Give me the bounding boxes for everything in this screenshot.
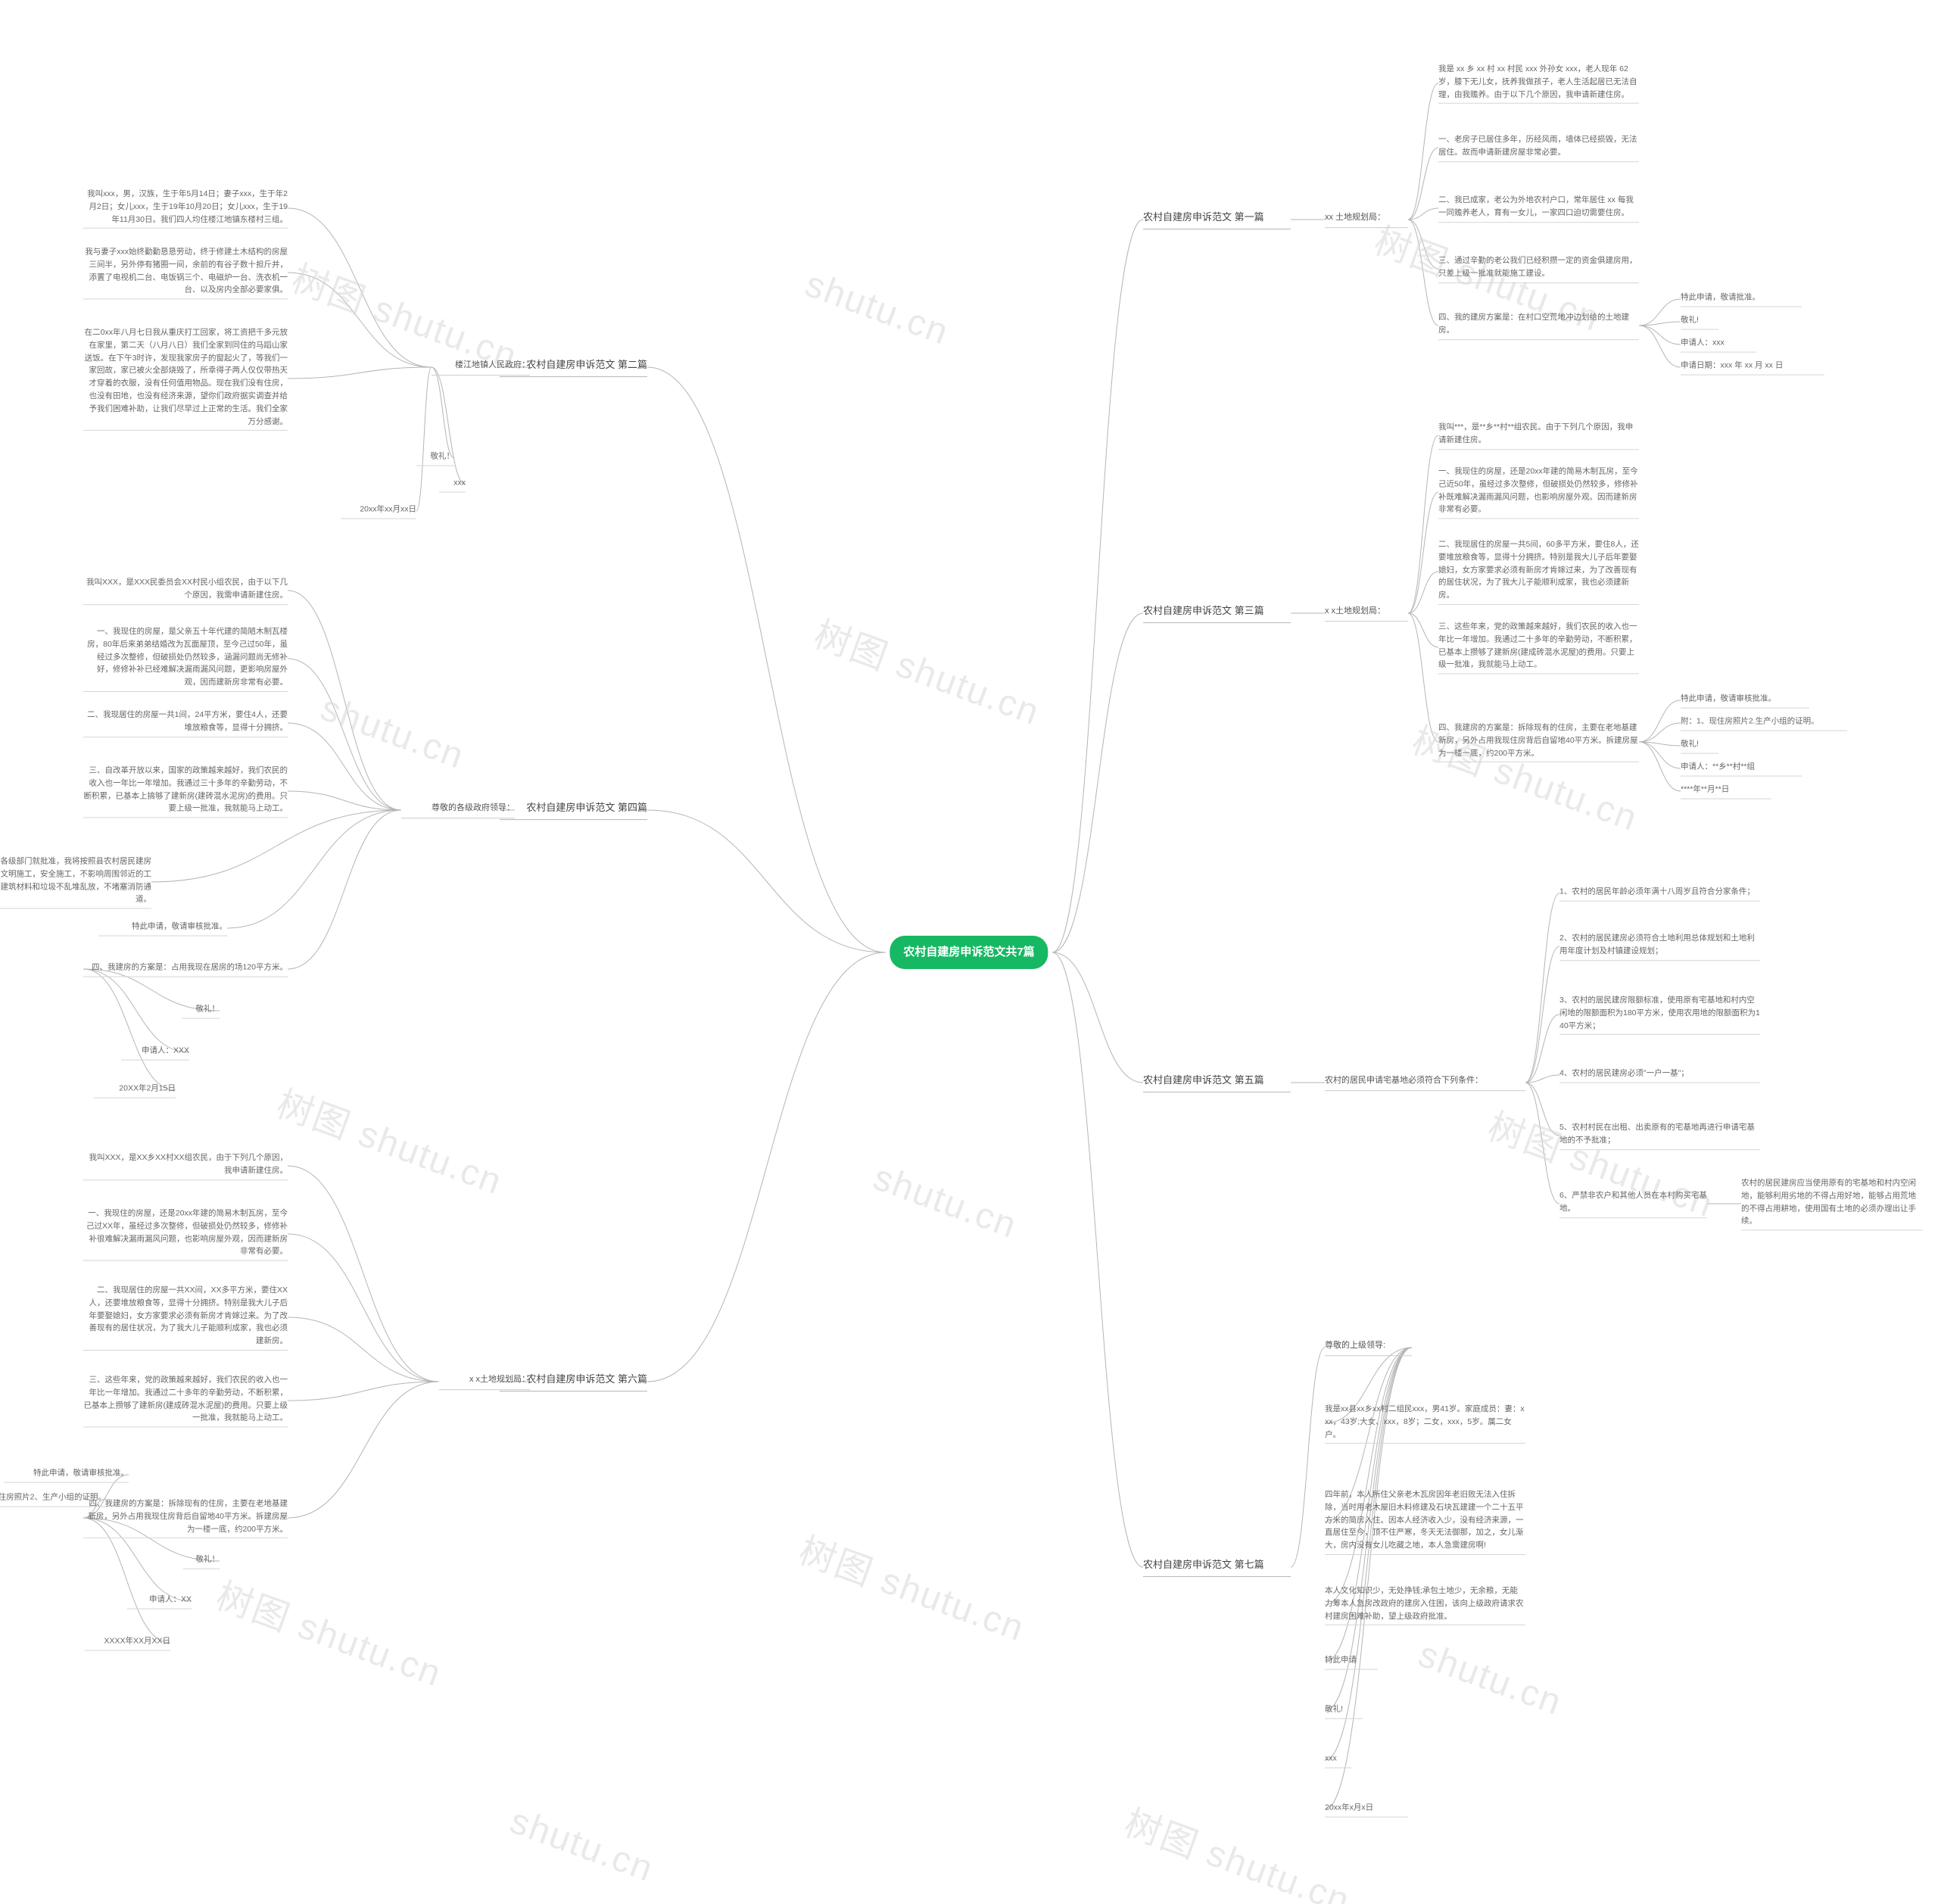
leaf-node: 我叫XXX，是XXX民委员会XX村民小组农民，由于以下几个原因，我需申请新建住房… [83, 576, 288, 605]
leaf-node: 二、我现居住的房屋一共5间，60多平方米，要住8人，还要堆放粮食等，显得十分拥挤… [1438, 538, 1639, 605]
sub-node: xx 土地规划局： [1325, 211, 1408, 228]
leaf-node: 1、农村的居民年龄必须年满十八周岁且符合分家条件； [1559, 886, 1760, 902]
watermark: 树图 shutu.cn [793, 1521, 1033, 1652]
root-node: 农村自建房申诉范文共7篇 [890, 936, 1048, 969]
leaf-node: 20xx年x月x日 [1325, 1802, 1408, 1818]
leaf-node: 敬礼! [1325, 1703, 1363, 1719]
branch-node: 农村自建房申诉范文 第五篇 [1143, 1073, 1291, 1092]
leaf-node: 一、我现住的房屋，是父亲五十年代建的简陋木制瓦楼房，80年后来弟弟结婚改为瓦面屋… [83, 625, 288, 692]
leaf-node: 敬礼! [1681, 738, 1718, 754]
mindmap-canvas: 树图 shutu.cn shutu.cn 树图 shutu.cn shutu.cn 树图… [0, 0, 1938, 1904]
branch-node: 农村自建房申诉范文 第七篇 [1143, 1557, 1291, 1577]
leaf-node: 我叫xxx，男，汉族，生于年5月14日；妻子xxx，生于年2月2日；女儿xxx，… [83, 188, 288, 229]
leaf-node: 20XX年2月15日 [94, 1083, 176, 1098]
leaf-node: 特此申请，敬请审核批准。 [4, 1467, 129, 1483]
leaf-node: 我是xx县xx乡xx村二组民xxx，男41岁。家庭成员：妻：xxx，43岁;大女… [1325, 1403, 1525, 1444]
leaf-node: 3、农村的居民建房限额标准，使用原有宅基地和村内空闲地的限额面积为180平方米，… [1559, 994, 1760, 1035]
leaf-node: 申请人：XXX [121, 1045, 189, 1061]
leaf-node: 二、我现居住的房屋一共1间，24平方米，要住4人，还要堆放粮食等，显得十分拥挤。 [83, 709, 288, 737]
leaf-node: 四、我的建房方案是：在村口空荒地冲边划给的土地建房。 [1438, 311, 1639, 340]
sub-node: 楼江地镇人民政府： [432, 359, 530, 376]
leaf-node: 我叫XXX，是XX乡XX村XX组农民，由于下列几个原因，我申请新建住房。 [83, 1151, 288, 1180]
leaf-node: 农村的居民建房应当使用原有的宅基地和村内空闲地，能够利用劣地的不得占用好地，能够… [1741, 1176, 1923, 1230]
leaf-node: 在二0xx年八月七日我从重庆打工回家，将工资把千多元放在家里，第二天（八月八日）… [83, 326, 288, 431]
leaf-node: 如能得到政府各级部门就批准，我将按照县农村居民建房的有关规定，文明施工，安全施工… [0, 855, 151, 908]
sub-node: 尊敬的上级领导: [1325, 1339, 1412, 1356]
watermark: 树图 shutu.cn [210, 1566, 450, 1697]
sub-node: 尊敬的各级政府领导： [401, 802, 515, 818]
leaf-node: XXXX年XX月XX日 [85, 1635, 170, 1651]
watermark: 树图 shutu.cn [1118, 1793, 1359, 1904]
leaf-node: 四年前，本人所住父亲老木瓦房因年老旧败无法入住拆除，当时用老木屋旧木料修建及石块… [1325, 1488, 1525, 1555]
leaf-node: 三、通过辛勤的老公我们已经积攒一定的资金俱建房用，只差上级一批准就能施工建设。 [1438, 254, 1639, 283]
leaf-node: 特此申请，敬请批准。 [1681, 291, 1802, 307]
leaf-node: 特此申请，敬请审核批准。 [98, 921, 227, 936]
leaf-node: 我叫***，是**乡**村**组农民。由于下列几个原因，我申请新建住房。 [1438, 421, 1639, 450]
leaf-node: 我与妻子xxx始终勤勤恳恳劳动，终于修建土木结构的房屋三间半，另外停有猪圈一间，… [83, 245, 288, 299]
leaf-node: 敬礼！ [182, 1003, 220, 1019]
leaf-node: 申请人：xxx [1681, 337, 1756, 353]
leaf-node: 四、我建房的方案是：占用我现在居房的场120平方米。 [83, 961, 288, 977]
watermark: 树图 shutu.cn [808, 605, 1048, 736]
leaf-node: 一、我现住的房屋，还是20xx年建的简易木制瓦房，至今己近50年，虽经过多次整修… [1438, 465, 1639, 519]
leaf-node: 2、农村的居民建房必须符合土地利用总体规划和土地利用年度计划及村镇建设规划； [1559, 932, 1760, 961]
sub-node: x x土地规划局： [439, 1373, 530, 1390]
sub-node: 农村的居民申请宅基地必须符合下列条件： [1325, 1074, 1525, 1091]
leaf-node: 特此申请 [1325, 1654, 1378, 1670]
leaf-node: 敬礼! [1681, 314, 1718, 330]
leaf-node: 三、自改革开放以来，国家的政策越来越好，我们农民的收入也一年比一年增加。我通过三… [83, 764, 288, 818]
leaf-node: 20xx年xx月xx日 [341, 503, 416, 519]
watermark: shutu.cn [868, 1157, 1023, 1247]
leaf-node: 一、我现住的房屋，还是20xx年建的简易木制瓦房，至今己过XX年，虽经过多次整修… [83, 1207, 288, 1261]
leaf-node: 附：1、现住房照片2、生产小组的证明。 [0, 1491, 106, 1507]
leaf-node: xxx [439, 477, 466, 493]
leaf-node: 二、我现居住的房屋一共XX间，XX多平方米，要住XX人，还要堆放粮食等，显得十分… [83, 1284, 288, 1351]
watermark: shutu.cn [505, 1800, 659, 1890]
leaf-node: 四、我建房的方案是：拆除现有的住房，主要在老地基建新房，另外占用我现住房背后自留… [1438, 721, 1639, 762]
leaf-node: 二、我已成家，老公为外地农村户口，常年居住 xx 每我一同赡养老人，育有一女儿，… [1438, 194, 1639, 223]
leaf-node: xxx [1325, 1753, 1351, 1768]
leaf-node: 敬礼！ [416, 450, 454, 466]
branch-node: 农村自建房申诉范文 第一篇 [1143, 210, 1291, 229]
leaf-node: 6、严禁非农户和其他人员在本村购买宅基地。 [1559, 1189, 1707, 1218]
leaf-node: 附：1、现住房照片2.生产小组的证明。 [1681, 715, 1847, 731]
leaf-node: 申请日期：xxx 年 xx 月 xx 日 [1681, 360, 1824, 376]
leaf-node: 4、农村的居民建房必须"一户一基"； [1559, 1067, 1760, 1083]
branch-node: 农村自建房申诉范文 第四篇 [500, 800, 647, 820]
watermark: 树图 shutu.cn [270, 1074, 511, 1205]
leaf-node: 一、老房子已居住多年，历经风雨，墙体已经损毁，无法居住。故而申请新建房屋非常必要… [1438, 133, 1639, 162]
watermark: shutu.cn [316, 687, 470, 777]
leaf-node: 本人文化知识少，无处挣钱;承包土地少，无余粮，无能力筹本人急房改政府的建房入住困… [1325, 1585, 1525, 1625]
leaf-node: 5、农村村民在出租、出卖原有的宅基地再进行申请宅基地的不予批准； [1559, 1121, 1760, 1150]
sub-node: x x土地规划局： [1325, 605, 1408, 622]
branch-node: 农村自建房申诉范文 第三篇 [1143, 603, 1291, 623]
watermark: shutu.cn [800, 263, 955, 354]
leaf-node: 申请人：**乡**村**组 [1681, 761, 1802, 777]
leaf-node: 申请人：XX [127, 1594, 192, 1610]
leaf-node: 敬礼！ [183, 1553, 220, 1569]
watermark: shutu.cn [1413, 1634, 1568, 1724]
leaf-node: 三、这些年来，党的政策越来越好，我们农民的收入也一年比一年增加。我通过二十多年的… [83, 1373, 288, 1427]
leaf-node: 我是 xx 乡 xx 村 xx 村民 xxx 外孙女 xxx，老人现年 62岁，… [1438, 63, 1639, 104]
leaf-node: ****年**月**日 [1681, 784, 1771, 799]
leaf-node: 三、这些年来，党的政策越来越好，我们农民的收入也一年比一年增加。我通过二十多年的… [1438, 620, 1639, 674]
leaf-node: 四、我建房的方案是：拆除现有的住房，主要在老地基建新房，另外占用我现住房背后自留… [83, 1497, 288, 1538]
leaf-node: 特此申请，敬请审核批准。 [1681, 693, 1809, 709]
